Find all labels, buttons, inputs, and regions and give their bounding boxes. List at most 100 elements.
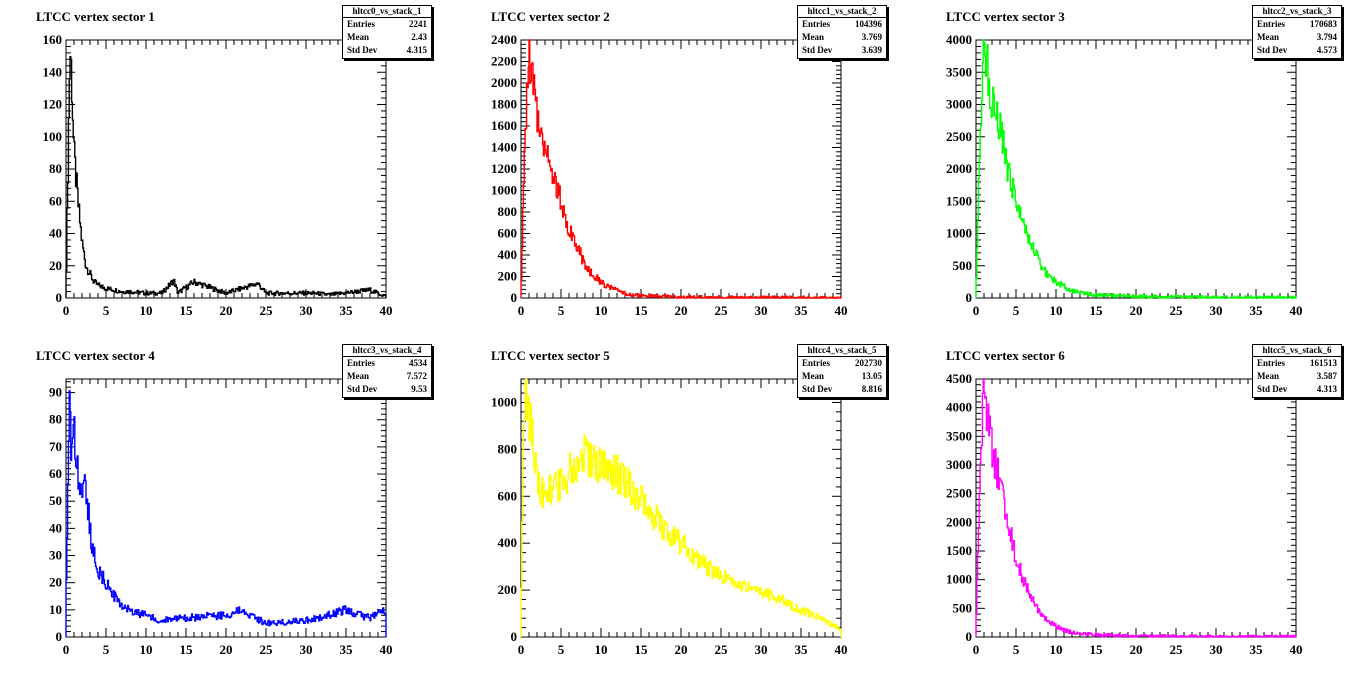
histogram-plot: 0 5 10 15 20 25 30 35 40 0 10 20 30 40 50 60 70 80 90: [49, 378, 393, 657]
x-tick-label: 15: [635, 642, 649, 657]
y-tick-label: 10: [49, 602, 62, 617]
y-tick-label: 1500: [946, 193, 972, 208]
stats-row: Mean 7.572: [343, 370, 431, 383]
y-tick-label: 2000: [491, 75, 517, 90]
x-tick-label: 10: [1050, 642, 1063, 657]
y-tick-label: 2500: [946, 129, 972, 144]
x-tick-label: 40: [380, 642, 393, 657]
x-tick-label: 20: [1130, 642, 1143, 657]
y-tick-label: 1000: [491, 183, 517, 198]
x-tick-label: 30: [300, 303, 313, 318]
y-tick-label: 400: [498, 247, 518, 262]
stats-row: Entries 202730: [798, 357, 886, 370]
y-tick-label: 0: [966, 629, 973, 644]
stats-histogram-name: hltcc3_vs_stack_4: [343, 345, 431, 357]
y-tick-label: 3000: [946, 97, 972, 112]
stats-row: Entries 104396: [798, 18, 886, 31]
histogram-series-line: [65, 390, 387, 637]
x-tick-label: 25: [1170, 303, 1184, 318]
x-tick-label: 10: [140, 642, 153, 657]
x-tick-label: 40: [380, 303, 393, 318]
stats-value: 104396: [855, 19, 882, 29]
plot-frame: [520, 39, 842, 299]
stats-row: Mean 13.05: [798, 370, 886, 383]
stats-label: Mean: [802, 371, 824, 381]
y-tick-label: 800: [498, 441, 518, 456]
x-tick-label: 30: [755, 303, 768, 318]
histogram-pad: 0 5 10 15 20 25 30 35 40 0 10 20 30 40 50 60 70 80 90 LTCC …: [0, 339, 454, 678]
x-tick-label: 20: [675, 303, 688, 318]
stats-value: 4.313: [1316, 384, 1337, 394]
x-tick-label: 15: [1090, 642, 1104, 657]
y-tick-label: 80: [49, 412, 62, 427]
stats-value: 202730: [855, 358, 882, 368]
histogram-series-line: [520, 39, 842, 299]
y-tick-label: 600: [498, 488, 518, 503]
y-tick-label: 500: [953, 258, 973, 273]
x-tick-label: 15: [180, 303, 194, 318]
x-tick-label: 10: [595, 303, 608, 318]
plot-frame: [65, 39, 387, 299]
histogram-title: LTCC vertex sector 4: [36, 348, 155, 363]
x-tick-label: 40: [835, 303, 848, 318]
x-tick-label: 5: [1013, 303, 1020, 318]
stats-value: 7.572: [406, 371, 427, 381]
y-tick-label: 60: [49, 466, 62, 481]
y-tick-label: 50: [49, 493, 62, 508]
x-tick-label: 5: [103, 303, 110, 318]
stats-value: 4.315: [406, 45, 427, 55]
histogram-pad: 0 5 10 15 20 25 30 35 40 0 200 400 600 800 1000 1200 140…: [455, 0, 909, 339]
x-tick-label: 35: [795, 303, 809, 318]
stats-row: Mean 3.794: [1253, 31, 1341, 44]
y-tick-label: 600: [498, 226, 518, 241]
x-tick-label: 10: [140, 303, 153, 318]
x-tick-label: 35: [1250, 303, 1264, 318]
y-tick-label: 4000: [946, 400, 972, 415]
histogram-title: LTCC vertex sector 3: [946, 9, 1065, 24]
x-tick-label: 0: [973, 642, 980, 657]
y-tick-label: 200: [498, 582, 518, 597]
stats-row: Entries 4534: [343, 357, 431, 370]
x-tick-label: 40: [1290, 642, 1303, 657]
x-tick-label: 20: [1130, 303, 1143, 318]
x-tick-label: 15: [180, 642, 194, 657]
plot-frame: [975, 378, 1297, 638]
stats-histogram-name: hltcc2_vs_stack_3: [1253, 6, 1341, 18]
y-tick-label: 0: [511, 629, 518, 644]
stats-value: 2.43: [411, 32, 427, 42]
y-tick-label: 2000: [946, 514, 972, 529]
x-tick-label: 30: [1210, 303, 1223, 318]
x-tick-label: 20: [675, 642, 688, 657]
y-tick-label: 3500: [946, 64, 972, 79]
histogram-pad: 0 5 10 15 20 25 30 35 40 0 500 1000 1500 2000 2500 3000…: [910, 339, 1364, 678]
histogram-title: LTCC vertex sector 1: [36, 9, 155, 24]
histogram-plot: 0 5 10 15 20 25 30 35 40 0 20 40 60 80 100 120 140 160: [43, 32, 393, 318]
stats-label: Entries: [802, 358, 830, 368]
y-tick-label: 140: [43, 64, 63, 79]
y-tick-label: 1600: [491, 118, 517, 133]
stats-value: 3.639: [861, 45, 882, 55]
x-tick-label: 25: [260, 642, 274, 657]
x-tick-label: 20: [220, 303, 233, 318]
histogram-series-line: [975, 378, 1297, 638]
x-tick-label: 25: [260, 303, 274, 318]
y-tick-label: 100: [43, 129, 63, 144]
stats-label: Std Dev: [802, 384, 833, 394]
stats-label: Mean: [347, 32, 369, 42]
stats-value: 4.573: [1316, 45, 1337, 55]
stats-histogram-name: hltcc5_vs_stack_6: [1253, 345, 1341, 357]
x-tick-label: 15: [635, 303, 649, 318]
stats-box: hltcc3_vs_stack_4 Entries 4534 Mean 7.572 Std…: [342, 344, 432, 398]
stats-box: hltcc4_vs_stack_5 Entries 202730 Mean 13.05 S…: [797, 344, 887, 398]
stats-value: 2241: [409, 19, 427, 29]
y-tick-label: 4500: [946, 371, 972, 386]
x-tick-label: 0: [518, 303, 525, 318]
x-tick-label: 0: [518, 642, 525, 657]
y-tick-label: 2000: [946, 161, 972, 176]
stats-label: Mean: [802, 32, 824, 42]
stats-box: hltcc1_vs_stack_2 Entries 104396 Mean 3.769 S…: [797, 5, 887, 59]
y-tick-label: 500: [953, 600, 973, 615]
stats-histogram-name: hltcc1_vs_stack_2: [798, 6, 886, 18]
y-tick-label: 40: [49, 226, 62, 241]
y-tick-label: 1000: [946, 572, 972, 587]
